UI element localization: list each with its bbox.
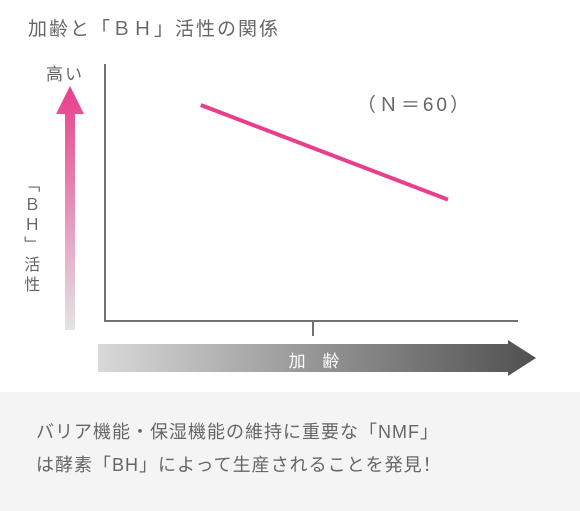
caption-line1: バリア機能・保湿機能の維持に重要な「NMF」 bbox=[36, 422, 439, 442]
n-label: （Ｎ＝60） bbox=[357, 90, 472, 117]
caption-box: バリア機能・保湿機能の維持に重要な「NMF」 は酵素「BH」によって生産されるこ… bbox=[0, 392, 580, 511]
chart-title: 加齢と「ＢＨ」活性の関係 bbox=[28, 14, 280, 41]
y-axis-arrow bbox=[56, 86, 84, 330]
chart-axes: （Ｎ＝60） bbox=[104, 64, 518, 322]
y-axis-label: 「ＢＨ」活性 bbox=[20, 176, 39, 296]
x-axis-tick bbox=[312, 322, 314, 336]
x-axis-label: 加 齢 bbox=[98, 347, 536, 372]
y-top-label: 高い bbox=[46, 60, 84, 85]
chart-area: 高い 「ＢＨ」活性 （Ｎ＝60） 加 齢 bbox=[20, 50, 560, 370]
caption-line2: は酵素「BH」によって生産されることを発見！ bbox=[36, 455, 442, 475]
